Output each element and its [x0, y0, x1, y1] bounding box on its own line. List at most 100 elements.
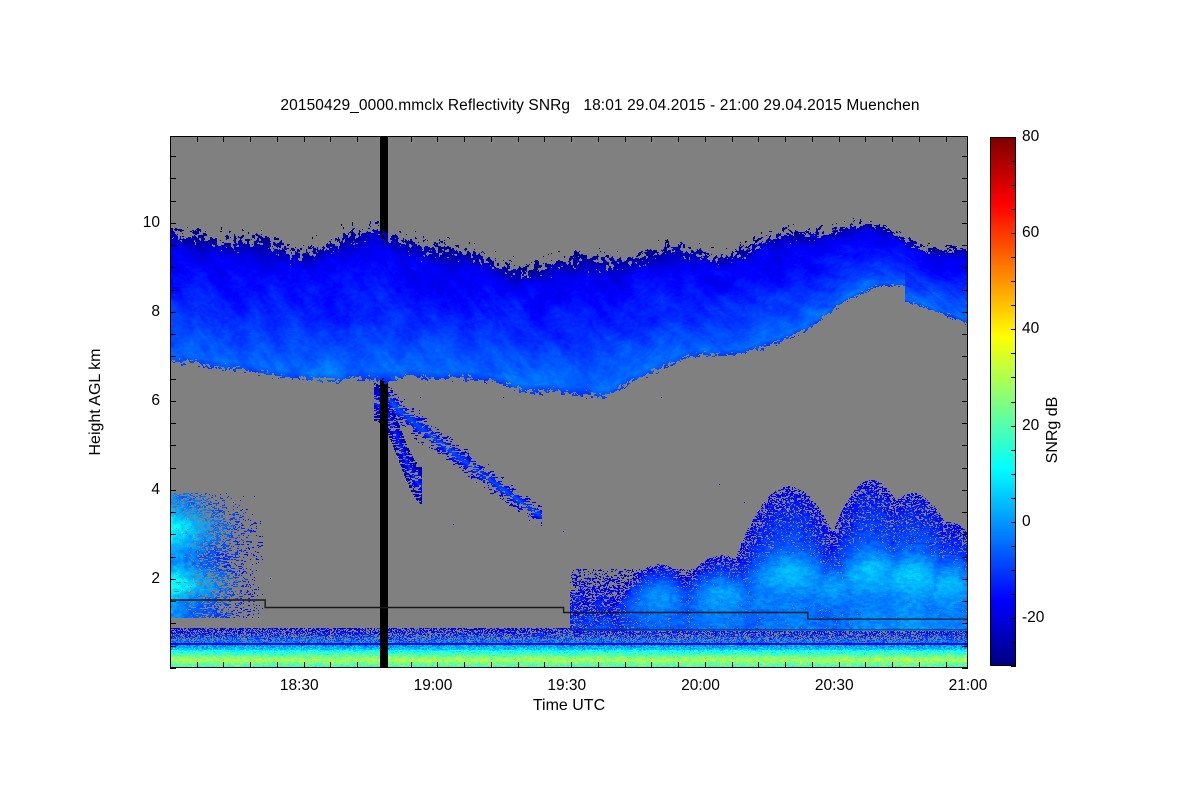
x-tick-bottom — [839, 662, 840, 668]
x-tick-top — [250, 136, 251, 142]
y-tick-left — [170, 623, 176, 624]
x-tick-top — [170, 136, 171, 142]
x-tick-bottom — [544, 662, 545, 668]
x-axis-label: Time UTC — [532, 697, 606, 714]
x-tick-bottom — [758, 662, 759, 668]
x-tick-bottom — [571, 662, 572, 668]
y-tick-left — [170, 423, 176, 424]
x-tick-top — [946, 136, 947, 142]
y-tick-right — [962, 445, 968, 446]
x-tick-top — [919, 136, 920, 142]
reflectivity-heatmap — [171, 137, 967, 667]
x-tick-top — [437, 136, 438, 142]
x-tick-bottom — [277, 662, 278, 668]
y-tick-right — [962, 401, 968, 402]
x-tick-bottom — [170, 662, 171, 668]
colorbar-tick — [1011, 209, 1016, 210]
y-tick-right — [962, 468, 968, 469]
colorbar-tick — [1011, 185, 1016, 186]
y-tick-right — [962, 156, 968, 157]
page-title: 20150429_0000.mmclx Reflectivity SNRg 18… — [280, 97, 920, 114]
y-tick-right — [962, 356, 968, 357]
y-tick-left — [170, 201, 176, 202]
x-tick-bottom — [732, 662, 733, 668]
x-tick-bottom — [625, 662, 626, 668]
x-tick-top — [598, 136, 599, 142]
colorbar-tick — [1011, 377, 1016, 378]
y-tick-label: 2 — [151, 569, 160, 587]
colorbar-tick-label: 20 — [1022, 416, 1040, 434]
y-tick-right — [962, 223, 968, 224]
x-tick-bottom — [812, 662, 813, 668]
colorbar-tick — [1011, 474, 1016, 475]
x-tick-bottom — [437, 662, 438, 668]
x-tick-top — [571, 136, 572, 142]
x-tick-top — [223, 136, 224, 142]
y-tick-label: 8 — [151, 302, 160, 320]
y-tick-right — [962, 512, 968, 513]
x-tick-top — [705, 136, 706, 142]
colorbar-tick-label: 0 — [1022, 512, 1031, 530]
y-tick-right — [962, 312, 968, 313]
y-tick-left — [170, 290, 176, 291]
x-tick-bottom — [384, 662, 385, 668]
x-tick-top — [678, 136, 679, 142]
x-tick-bottom — [197, 662, 198, 668]
colorbar-tick — [1011, 233, 1016, 234]
y-tick-left — [170, 534, 176, 535]
x-tick-bottom — [518, 662, 519, 668]
x-tick-top — [411, 136, 412, 142]
x-tick-bottom — [411, 662, 412, 668]
y-tick-left — [170, 334, 176, 335]
colorbar-tick-label: -20 — [1022, 608, 1045, 626]
x-tick-bottom — [223, 662, 224, 668]
x-tick-bottom — [491, 662, 492, 668]
colorbar-tick — [1011, 329, 1016, 330]
x-tick-label: 20:00 — [681, 677, 720, 694]
x-tick-label: 19:00 — [413, 677, 453, 694]
y-tick-right — [962, 490, 968, 491]
x-tick-top — [651, 136, 652, 142]
x-tick-label: 18:30 — [279, 677, 319, 694]
x-tick-bottom — [464, 662, 465, 668]
x-tick-top — [277, 136, 278, 142]
y-tick-left — [170, 668, 176, 669]
colorbar-tick — [1011, 257, 1016, 258]
y-tick-right — [962, 668, 968, 669]
x-tick-bottom — [919, 662, 920, 668]
x-tick-top — [330, 136, 331, 142]
y-tick-right — [962, 557, 968, 558]
colorbar-tick — [1011, 666, 1016, 667]
y-tick-right — [962, 178, 968, 179]
y-tick-left — [170, 401, 176, 402]
x-tick-bottom — [946, 662, 947, 668]
x-tick-bottom — [785, 662, 786, 668]
x-tick-top — [518, 136, 519, 142]
colorbar-tick — [1011, 522, 1016, 523]
x-tick-top — [812, 136, 813, 142]
y-tick-label: 10 — [142, 213, 160, 231]
y-tick-left — [170, 379, 176, 380]
colorbar-tick — [1011, 161, 1016, 162]
colorbar-tick-label: 60 — [1022, 224, 1040, 242]
y-tick-left — [170, 601, 176, 602]
y-tick-left — [170, 223, 176, 224]
colorbar-tick — [1011, 137, 1016, 138]
x-tick-bottom — [651, 662, 652, 668]
x-tick-label: 19:30 — [547, 677, 587, 694]
y-tick-left — [170, 356, 176, 357]
x-tick-bottom — [330, 662, 331, 668]
colorbar-tick — [1011, 618, 1016, 619]
y-tick-right — [962, 379, 968, 380]
y-tick-label: 4 — [151, 480, 160, 498]
colorbar-gradient — [991, 138, 1015, 665]
x-tick-bottom — [892, 662, 893, 668]
plot-area — [170, 136, 968, 668]
x-tick-label: 21:00 — [948, 677, 988, 694]
y-tick-right — [962, 646, 968, 647]
colorbar-tick — [1011, 546, 1016, 547]
x-tick-top — [839, 136, 840, 142]
y-tick-left — [170, 267, 176, 268]
y-tick-right — [962, 534, 968, 535]
